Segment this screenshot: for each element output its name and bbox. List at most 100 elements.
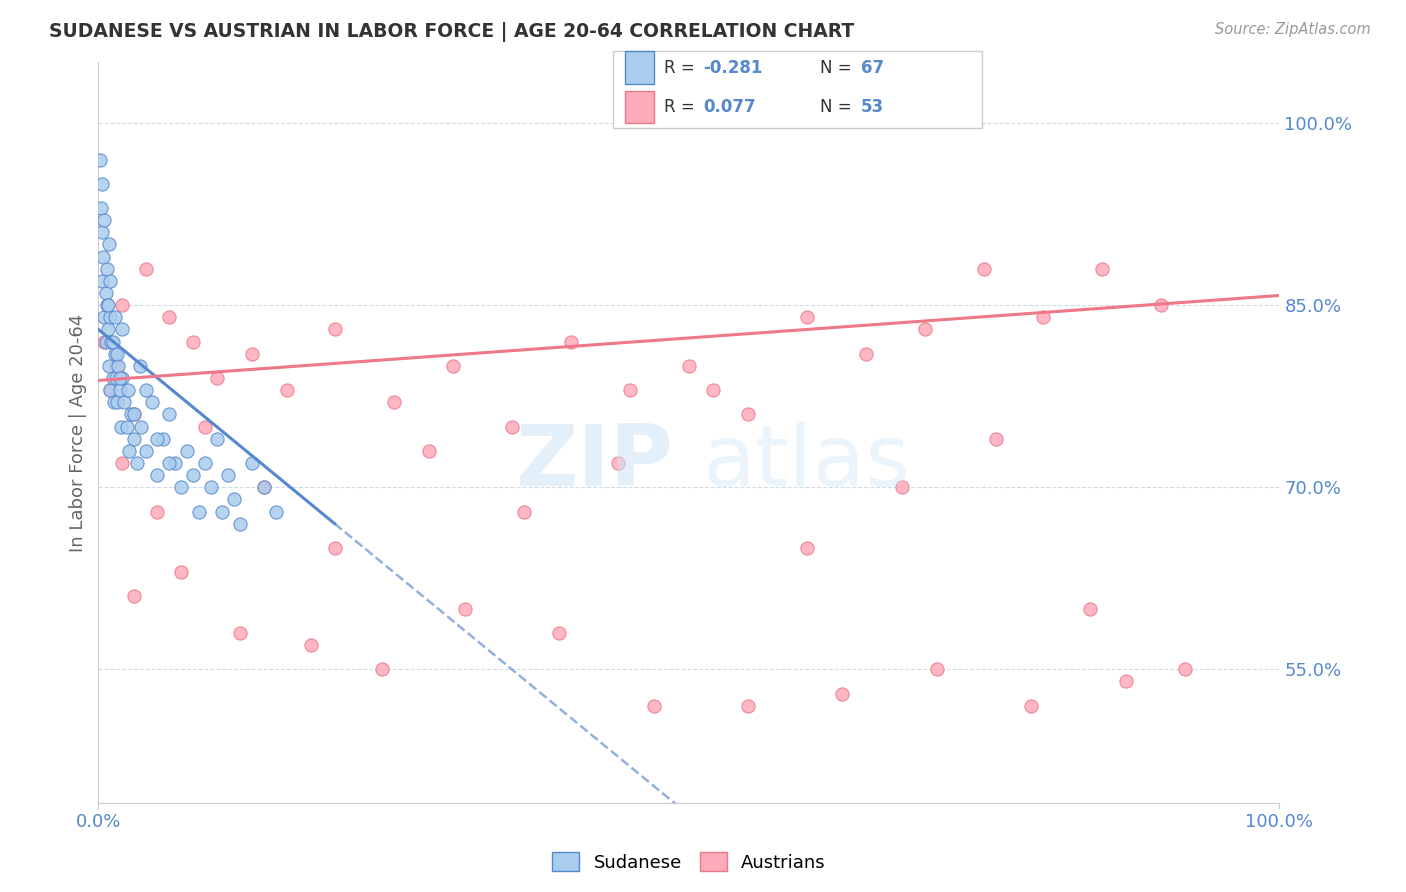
Point [108,371,131,385]
Text: R =: R = [664,59,700,77]
Point [240,347,263,361]
Point [890,480,912,494]
Point [205,432,228,446]
Point [97,298,120,312]
Point [122,432,145,446]
Point [105,347,128,361]
Text: 53: 53 [862,98,884,116]
Point [152,432,174,446]
Point [90,201,112,215]
Point [108,383,131,397]
Point [122,408,145,422]
Point [118,443,141,458]
Point [194,456,217,470]
Point [229,516,252,531]
Point [441,359,464,373]
Point [157,408,180,422]
Point [187,504,209,518]
Point [91,274,114,288]
Point [619,383,641,397]
Point [146,432,169,446]
Point [135,383,157,397]
Point [382,395,405,409]
Point [548,626,571,640]
Point [105,371,128,385]
Point [984,432,1007,446]
Point [855,347,877,361]
Point [1115,674,1137,689]
Bar [624,52,654,84]
Point [914,322,936,336]
Text: 67: 67 [862,59,884,77]
Point [100,334,122,349]
Point [264,504,287,518]
Point [453,601,475,615]
Point [211,504,233,518]
Point [170,565,193,579]
Point [796,310,818,325]
Point [94,286,117,301]
Legend: Sudanese, Austrians: Sudanese, Austrians [544,845,834,879]
Point [702,383,724,397]
Point [111,322,134,336]
Point [229,626,252,640]
Text: N =: N = [820,98,858,116]
Point [127,456,149,470]
Point [135,443,157,458]
Point [128,359,150,373]
Point [146,504,169,518]
Point [101,334,124,349]
Point [94,334,117,349]
Point [157,310,180,325]
Point [678,359,700,373]
Point [276,383,298,397]
Point [93,310,115,325]
Point [925,662,948,676]
Text: R =: R = [664,98,700,116]
Point [323,541,346,555]
Text: Source: ZipAtlas.com: Source: ZipAtlas.com [1215,22,1371,37]
Point [205,371,228,385]
Point [181,334,204,349]
Point [737,408,759,422]
Point [217,468,239,483]
Point [643,698,665,713]
Point [560,334,582,349]
Point [93,334,115,349]
Point [122,408,145,422]
Point [91,177,114,191]
Point [512,504,534,518]
Point [96,261,118,276]
Point [111,298,134,312]
Point [98,383,121,397]
Point [973,261,995,276]
Text: -0.281: -0.281 [703,59,762,77]
Point [107,359,129,373]
Point [115,419,138,434]
Point [157,456,180,470]
Point [105,395,128,409]
Point [1032,310,1054,325]
Text: N =: N = [820,59,858,77]
Point [1091,261,1114,276]
Point [501,419,523,434]
Y-axis label: In Labor Force | Age 20-64: In Labor Force | Age 20-64 [69,313,87,552]
Point [98,237,121,252]
Point [104,347,127,361]
Point [240,456,263,470]
Point [737,698,759,713]
Point [111,371,134,385]
Point [1080,601,1102,615]
Point [112,395,135,409]
Point [1174,662,1197,676]
Point [135,261,157,276]
Point [1150,298,1173,312]
Point [607,456,630,470]
Point [89,153,111,167]
Point [796,541,818,555]
Point [129,419,152,434]
Point [323,322,346,336]
Point [146,468,169,483]
Text: 0.077: 0.077 [703,98,755,116]
Point [98,310,121,325]
